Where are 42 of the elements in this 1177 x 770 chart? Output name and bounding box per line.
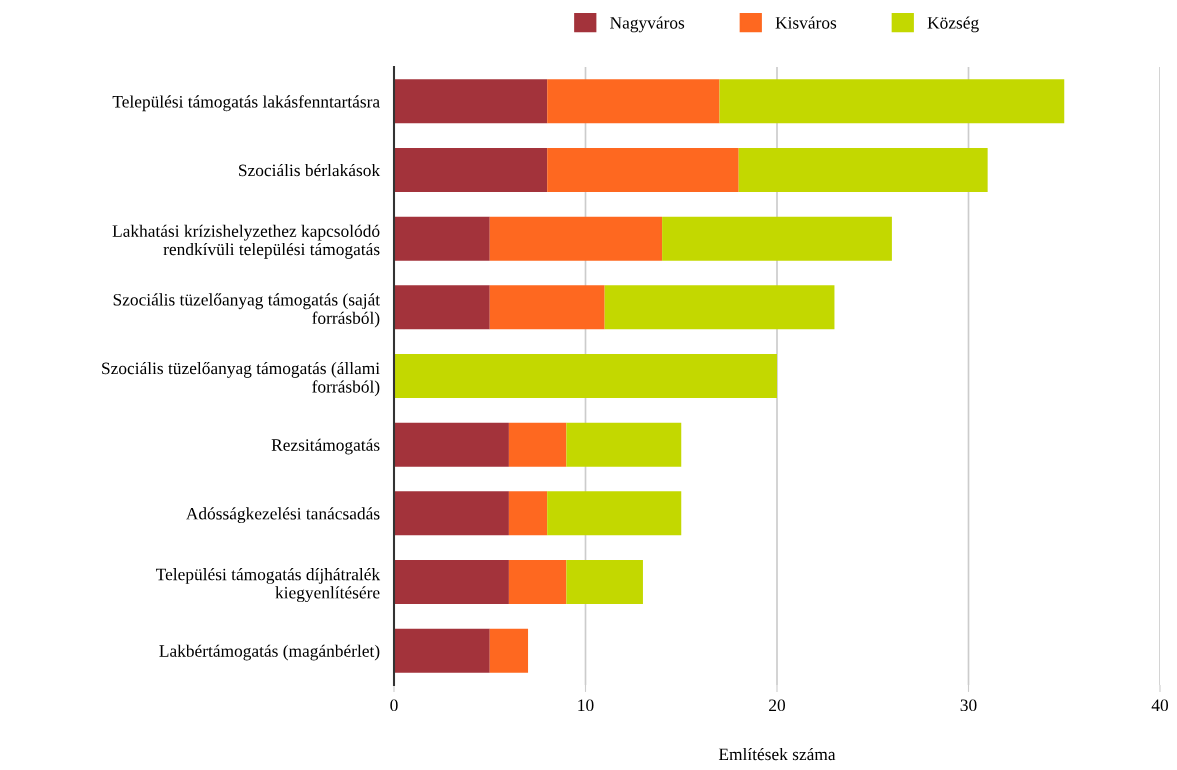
x-tick-label: 10 <box>578 699 594 712</box>
y-tick-label: Lakhatási krízishelyzethez kapcsolódó rendkívüli települési támogatás <box>112 224 380 259</box>
bar <box>604 285 835 330</box>
bar <box>489 216 663 261</box>
bar <box>662 216 892 261</box>
legend-label: Kisváros <box>775 16 837 29</box>
bar <box>566 560 643 604</box>
legend-label: Község <box>927 16 979 33</box>
y-tick-label: Szociális bérlakások <box>239 163 381 177</box>
x-tick-label: 20 <box>769 699 786 712</box>
bar <box>394 560 509 604</box>
bar <box>394 628 490 673</box>
bar <box>547 491 682 536</box>
bar <box>738 148 988 192</box>
x-tick-label: 30 <box>960 699 977 712</box>
legend-label: Nagyváros <box>610 16 685 33</box>
bar <box>508 422 567 467</box>
bar <box>508 491 548 536</box>
bar <box>508 560 567 604</box>
y-tick-label: Lakbértámogatás (magánbérlet) <box>159 644 380 661</box>
y-tick-label: Települési támogatás lakásfenntartásra <box>112 95 380 112</box>
bar <box>394 148 548 192</box>
y-tick-label: Szociális tüzelőanyag támogatás (állami forrásból) <box>102 361 380 397</box>
bar <box>394 79 548 124</box>
bar <box>547 148 739 192</box>
bar <box>394 422 509 467</box>
x-tick-label: 0 <box>390 699 398 712</box>
bar <box>489 285 605 330</box>
bar <box>394 285 490 330</box>
bar <box>394 491 509 536</box>
bar <box>489 628 529 673</box>
bar <box>719 79 1065 124</box>
y-tick-label: Rezsitámogatás <box>271 438 380 455</box>
bar <box>394 354 777 398</box>
x-axis-title: Említések száma <box>718 747 836 761</box>
bar <box>566 422 682 467</box>
y-tick-label: Települési támogatás díjhátralék kiegyenlítésére <box>156 568 381 603</box>
y-tick-label: Szociális tüzelőanyag támogatás (saját forrásból) <box>113 293 380 328</box>
bar <box>394 216 490 261</box>
x-tick-label: 40 <box>1151 699 1169 712</box>
y-tick-label: Adósságkezelési tanácsadás <box>186 507 380 524</box>
bar <box>547 79 720 124</box>
